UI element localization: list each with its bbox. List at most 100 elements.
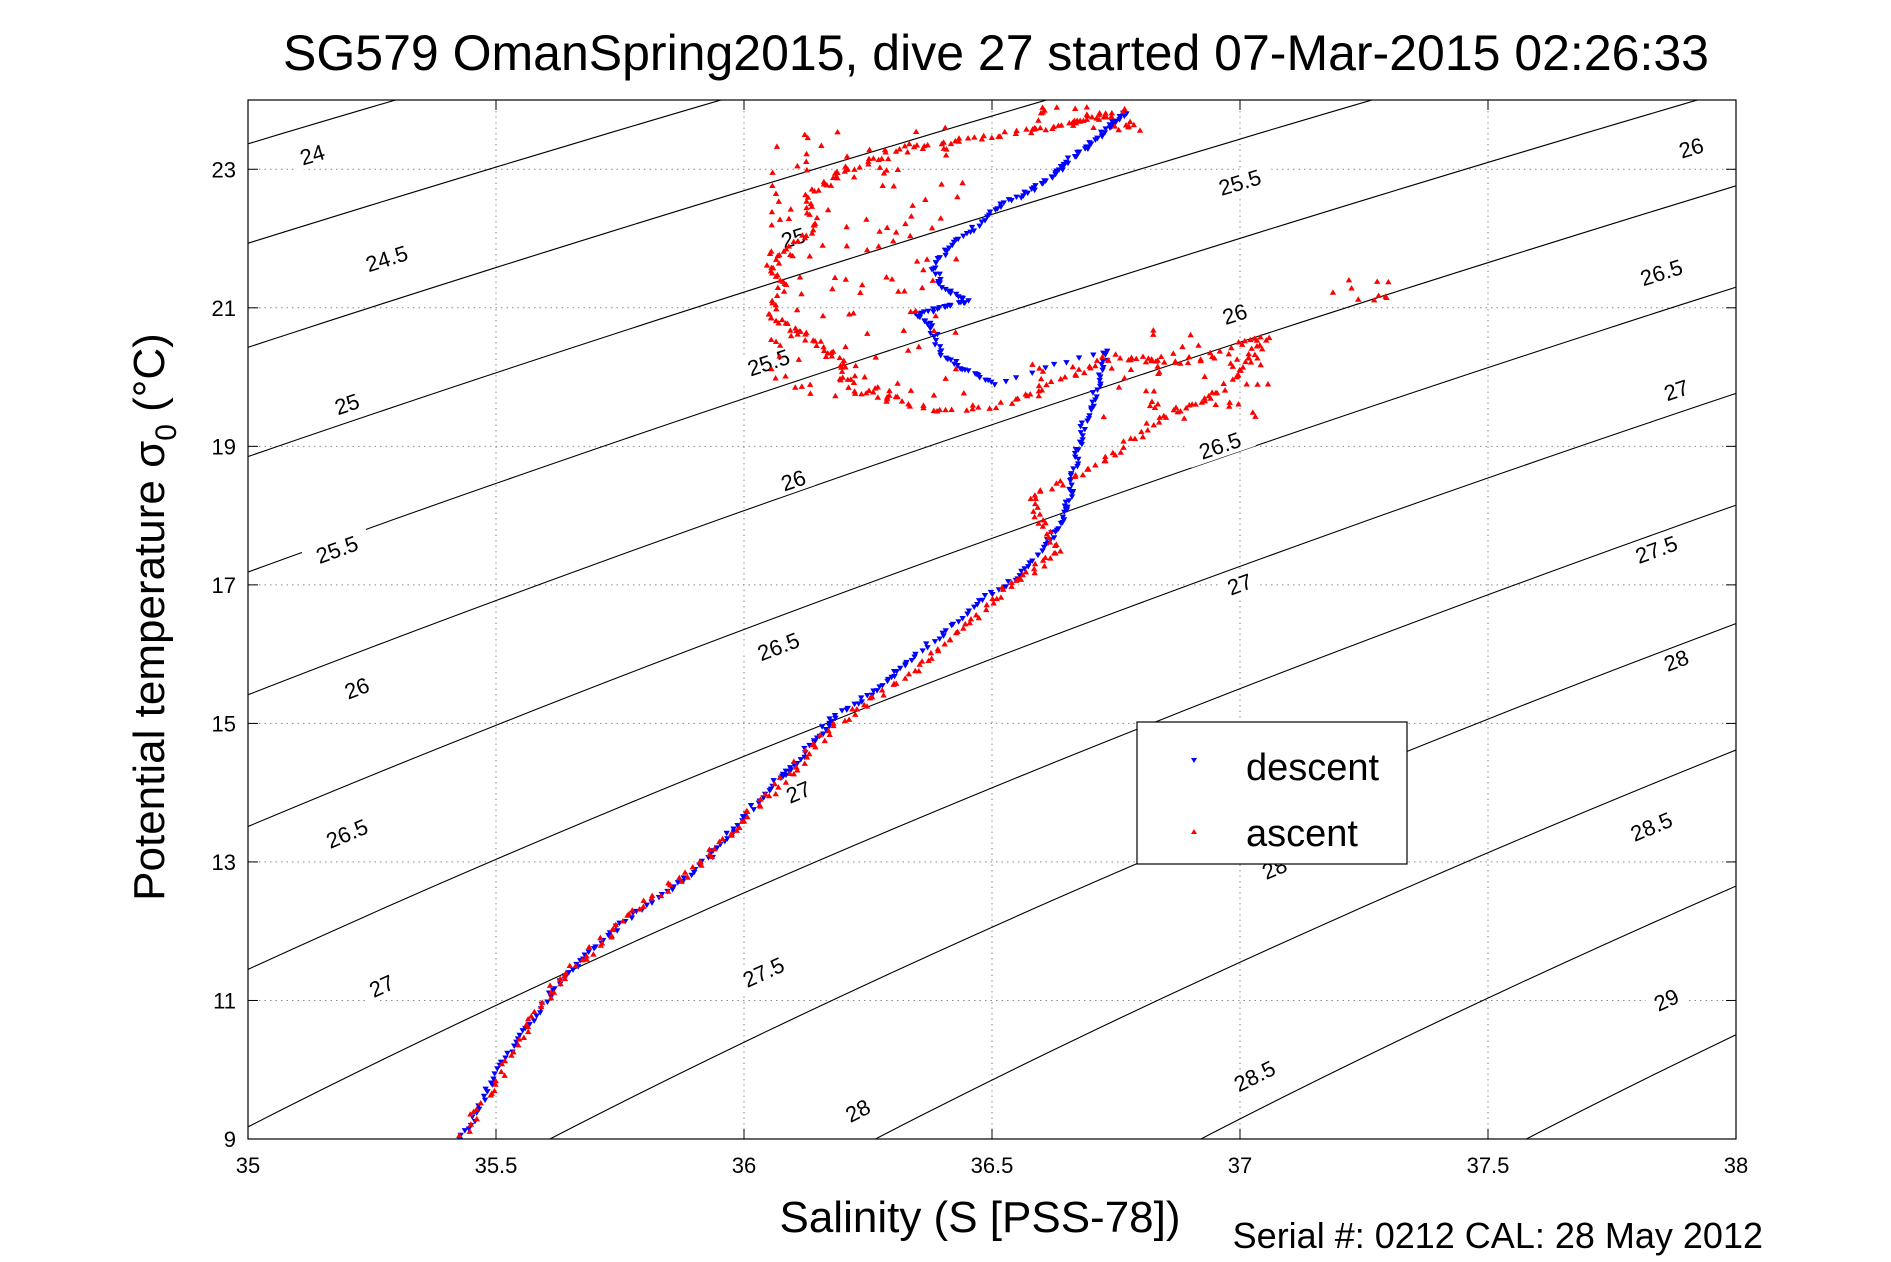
ascent-point: [1058, 122, 1065, 128]
ascent-point: [1150, 388, 1158, 394]
ascent-point: [955, 135, 963, 141]
ascent-point: [1131, 435, 1139, 442]
ascent-point: [870, 389, 877, 395]
descent-point: [1059, 514, 1067, 521]
ascent-point: [467, 1121, 475, 1127]
contour-label: 25: [325, 386, 369, 422]
descent-point: [723, 830, 730, 837]
descent-point: [1094, 135, 1101, 142]
contour-label-background: [1654, 642, 1699, 679]
ascent-point: [768, 297, 776, 304]
ascent-point: [803, 198, 810, 204]
contour-labels: 2424.52525.52626.5272525.52626.52727.528…: [290, 130, 1713, 1130]
descent-point: [942, 355, 950, 362]
descent-point: [1050, 361, 1058, 368]
ascent-point: [1239, 364, 1247, 370]
x-axis-ticks: 35 35.5 36 36.5 37 37.5 38: [236, 100, 1748, 1178]
descent-point: [955, 619, 962, 625]
ascent-point: [942, 375, 949, 381]
ascent-point: [966, 619, 973, 626]
descent-point: [1097, 381, 1104, 387]
contour-label-background: [1620, 526, 1693, 573]
ascent-point: [466, 1128, 473, 1134]
descent-point: [851, 701, 858, 708]
descent-point: [1075, 447, 1082, 453]
ascent-point: [538, 1003, 545, 1010]
density-contour-line: [248, 286, 1736, 828]
density-contour-line: [248, 185, 1736, 696]
x-tick-label: 35: [236, 1153, 260, 1178]
ascent-point: [772, 374, 779, 381]
density-contour-line: [874, 749, 1736, 1139]
ascent-point: [851, 388, 858, 394]
descent-point: [739, 814, 747, 820]
descent-point: [1090, 403, 1097, 410]
descent-point: [674, 880, 682, 886]
ascent-point: [942, 406, 949, 413]
ascent-point: [1127, 435, 1134, 441]
ascent-point: [1083, 116, 1091, 122]
ascent-point: [1148, 356, 1155, 362]
ascent-point: [1012, 130, 1019, 137]
ascent-point: [853, 705, 861, 712]
descent-point: [932, 337, 940, 344]
descent-point: [967, 229, 974, 236]
descent-point: [934, 331, 941, 338]
ascent-point: [769, 182, 776, 189]
ascent-point: [859, 281, 866, 288]
ascent-point: [684, 874, 691, 880]
ascent-point: [842, 343, 849, 350]
ascent-point: [904, 347, 912, 353]
ascent-point: [1072, 371, 1079, 377]
ascent-point: [566, 962, 573, 969]
ascent-point: [1035, 520, 1042, 526]
ascent-point: [865, 160, 872, 167]
density-contour-line: [548, 623, 1736, 1139]
ascent-point: [850, 173, 858, 180]
ascent-point: [1139, 433, 1147, 440]
ascent-point: [952, 329, 959, 335]
ascent-point: [664, 888, 672, 894]
ascent-point: [492, 1077, 499, 1084]
ascent-point: [794, 331, 801, 337]
ascent-point: [880, 170, 888, 176]
descent-point: [919, 648, 926, 654]
ascent-point: [1229, 376, 1237, 382]
descent-point: [1099, 358, 1107, 365]
ascent-point: [901, 288, 908, 294]
descent-point: [1050, 535, 1058, 541]
ascent-point: [515, 1041, 522, 1048]
contour-label-background: [771, 462, 816, 498]
ascent-point: [706, 846, 713, 852]
ascent-point: [1031, 560, 1039, 567]
ascent-point: [1226, 403, 1233, 409]
ascent-point: [1247, 336, 1254, 343]
ascent-point: [803, 754, 811, 760]
ascent-point: [785, 215, 793, 222]
descent-point: [1085, 144, 1092, 150]
ascent-point: [828, 353, 836, 359]
ascent-point: [1111, 123, 1118, 129]
descent-point: [797, 757, 804, 763]
descent-point: [480, 1093, 488, 1100]
descent-point: [1104, 348, 1111, 355]
contour-label: 26: [771, 462, 816, 498]
ascent-point: [757, 796, 764, 802]
descent-point: [511, 1043, 518, 1049]
descent-point: [779, 771, 787, 778]
descent-point: [1075, 355, 1083, 361]
ascent-point: [874, 394, 882, 400]
ascent-point: [809, 741, 816, 748]
descent-point: [1076, 439, 1084, 446]
contour-label-background: [1218, 1049, 1291, 1102]
legend-descent-marker: [1191, 758, 1197, 763]
ascent-point: [772, 190, 780, 196]
ascent-point: [802, 747, 809, 753]
descent-point: [1068, 482, 1075, 489]
descent-point: [884, 676, 892, 683]
ascent-point: [1187, 331, 1194, 338]
ascent-point: [990, 600, 997, 606]
descent-point: [818, 724, 826, 730]
descent-point: [1042, 365, 1049, 371]
descent-point: [1077, 430, 1085, 436]
